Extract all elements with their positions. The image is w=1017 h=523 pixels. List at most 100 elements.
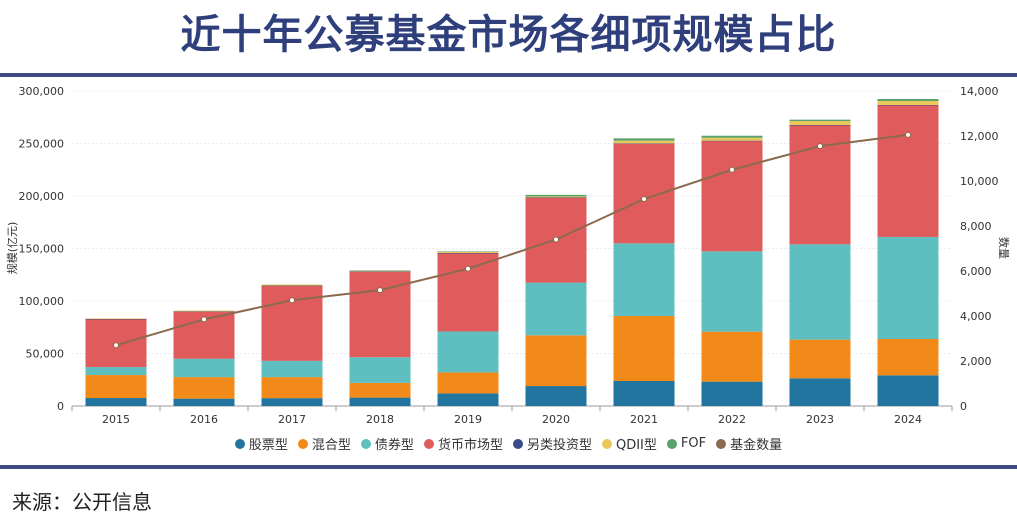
y2-tick-label: 6,000: [960, 265, 992, 278]
y2-tick-label: 4,000: [960, 310, 992, 323]
bar-segment: [877, 375, 939, 406]
chart-title: 近十年公募基金市场各细项规模占比: [180, 12, 837, 58]
bar-segment: [173, 311, 235, 312]
y2-tick-label: 0: [960, 400, 967, 413]
legend-dot-icon: [234, 438, 245, 449]
bar-segment: [85, 375, 147, 399]
legend-label: 混合型: [311, 438, 351, 453]
y-tick-label: 150,000: [19, 243, 65, 256]
bottom-divider: [0, 465, 1017, 469]
legend-label: 另类投资型: [526, 438, 592, 453]
legend-label: QDII型: [615, 438, 657, 453]
y-axis-label: 规模(亿元): [5, 222, 19, 275]
bar-segment: [789, 119, 851, 122]
bar-segment: [701, 140, 763, 142]
bar-segment: [613, 316, 675, 382]
bar-segment: [877, 98, 939, 101]
bar-segment: [613, 143, 675, 144]
bar-segment: [789, 378, 851, 406]
legend-item[interactable]: 货币市场型: [423, 434, 503, 453]
bar-segment: [525, 197, 587, 198]
bar-segment: [261, 284, 323, 286]
bar-segment: [437, 372, 499, 394]
legend-dot-icon: [297, 438, 308, 449]
bar-segment: [701, 140, 763, 252]
y-tick-label: 50,000: [26, 348, 65, 361]
bar-segment: [701, 331, 763, 382]
count-point: [817, 143, 823, 150]
bar-segment: [877, 105, 939, 237]
count-point: [377, 287, 383, 294]
bar-segment: [789, 125, 851, 126]
legend-item[interactable]: 股票型: [234, 434, 288, 453]
legend-label: 货币市场型: [437, 438, 503, 453]
y2-tick-label: 8,000: [960, 220, 992, 233]
bar-segment: [349, 357, 411, 383]
count-point: [289, 297, 295, 304]
legend-item[interactable]: QDII型: [601, 434, 657, 453]
y-tick-label: 100,000: [19, 295, 65, 308]
bar-segment: [85, 318, 147, 320]
legend-dot-icon: [360, 438, 371, 449]
y2-axis-label: 数量: [997, 237, 1010, 259]
y-tick-label: 0: [57, 400, 64, 413]
legend-item[interactable]: 混合型: [297, 434, 351, 453]
bar-segment: [525, 335, 587, 387]
legend-label: 基金数量: [730, 438, 783, 453]
bar-segment: [261, 360, 323, 378]
bar-segment: [437, 251, 499, 252]
x-tick-label: 2019: [454, 413, 482, 426]
count-point: [641, 196, 647, 202]
bar-segment: [261, 398, 323, 406]
count-point: [905, 131, 911, 138]
source-note: 来源：公开信息: [12, 490, 152, 514]
legend-item[interactable]: 基金数量: [716, 434, 782, 453]
bar-segment: [613, 143, 675, 244]
bar-segment: [613, 138, 675, 141]
bar-segment: [525, 386, 587, 406]
x-tick-label: 2015: [102, 413, 130, 426]
bar-segment: [173, 398, 235, 406]
bar-segment: [525, 196, 587, 198]
bar-segment: [437, 331, 499, 373]
bar-segment: [877, 100, 939, 105]
bar-segment: [525, 194, 587, 197]
y-tick-label: 200,000: [19, 190, 65, 203]
bar-segment: [173, 377, 235, 399]
x-tick-label: 2023: [806, 413, 834, 426]
bar-segment: [437, 253, 499, 332]
bar-segment: [349, 397, 411, 406]
x-tick-label: 2024: [894, 413, 922, 426]
x-tick-label: 2018: [366, 413, 394, 426]
legend-dot-icon: [666, 438, 677, 449]
bar-segment: [525, 282, 587, 336]
legend-dot-icon: [716, 438, 727, 449]
y-tick-label: 250,000: [19, 138, 65, 151]
bar-segment: [349, 382, 411, 398]
bar-segment: [877, 339, 939, 376]
bar-segment: [613, 243, 675, 317]
legend-item[interactable]: 另类投资型: [512, 434, 592, 453]
x-tick-label: 2021: [630, 413, 658, 426]
count-point: [465, 265, 471, 272]
bar-segment: [349, 270, 411, 272]
y2-tick-label: 12,000: [960, 130, 999, 143]
bar-segment: [613, 381, 675, 406]
legend-dot-icon: [601, 438, 612, 449]
bar-segment: [173, 358, 235, 378]
bar-segment: [437, 251, 499, 254]
bar-segment: [261, 285, 323, 287]
y2-tick-label: 10,000: [960, 175, 999, 188]
bar-segment: [877, 236, 939, 340]
bar-segment: [85, 398, 147, 406]
bar-segment: [701, 381, 763, 406]
legend-item[interactable]: FOF: [666, 434, 706, 453]
legend: 股票型 混合型 债券型 货币市场型 另类投资型 QDII型 FOF 基金数量: [0, 434, 1017, 453]
bar-segment: [349, 270, 411, 271]
legend-label: 股票型: [248, 438, 288, 453]
bar-segment: [613, 140, 675, 144]
top-divider: [0, 73, 1017, 77]
bar-segment: [789, 339, 851, 379]
x-tick-label: 2017: [278, 413, 306, 426]
legend-item[interactable]: 债券型: [360, 434, 414, 453]
